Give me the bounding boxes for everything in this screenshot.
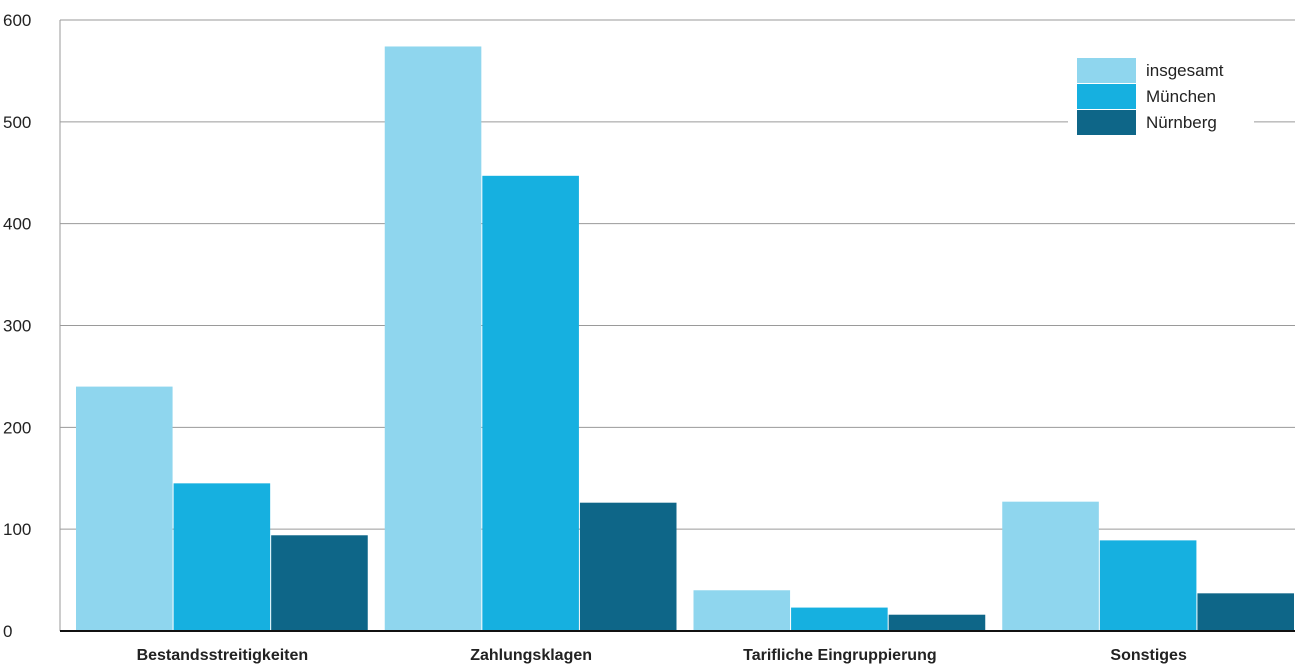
bars [76,46,1294,631]
legend-label: Nürnberg [1146,113,1217,132]
bar-n-rnberg-0 [271,535,368,631]
legend-label: insgesamt [1146,61,1224,80]
bar-insgesamt-3 [1002,501,1099,631]
legend: insgesamt München Nürnberg [1068,50,1254,146]
category-labels: Bestandsstreitigkeiten Zahlungsklagen Tari… [137,647,1187,664]
bar-m-nchen-3 [1099,540,1197,631]
bar-m-nchen-1 [482,175,579,631]
bar-insgesamt-2 [693,590,791,631]
y-tick-label: 200 [3,418,31,437]
y-tick-label: 0 [3,622,12,641]
category-label: Tarifliche Eingruppierung [743,647,937,664]
bar-n-rnberg-3 [1197,593,1294,631]
legend-swatch [1077,110,1136,135]
bar-insgesamt-0 [76,386,173,631]
bar-n-rnberg-1 [579,502,677,631]
category-label: Zahlungsklagen [470,647,592,664]
legend-label: München [1146,87,1216,106]
category-label: Sonstiges [1110,647,1187,664]
bar-insgesamt-1 [384,46,482,631]
y-tick-label: 600 [3,11,31,30]
y-tick-label: 400 [3,215,31,234]
y-tick-label: 100 [3,520,31,539]
y-axis-ticks: 0 100 200 300 400 500 600 [3,11,31,641]
y-tick-label: 500 [3,113,31,132]
legend-swatch [1077,84,1136,109]
bar-m-nchen-0 [173,483,271,631]
category-label: Bestandsstreitigkeiten [137,647,309,664]
bar-n-rnberg-2 [888,614,986,631]
y-tick-label: 300 [3,317,31,336]
bar-m-nchen-2 [791,607,888,631]
legend-swatch [1077,58,1136,83]
